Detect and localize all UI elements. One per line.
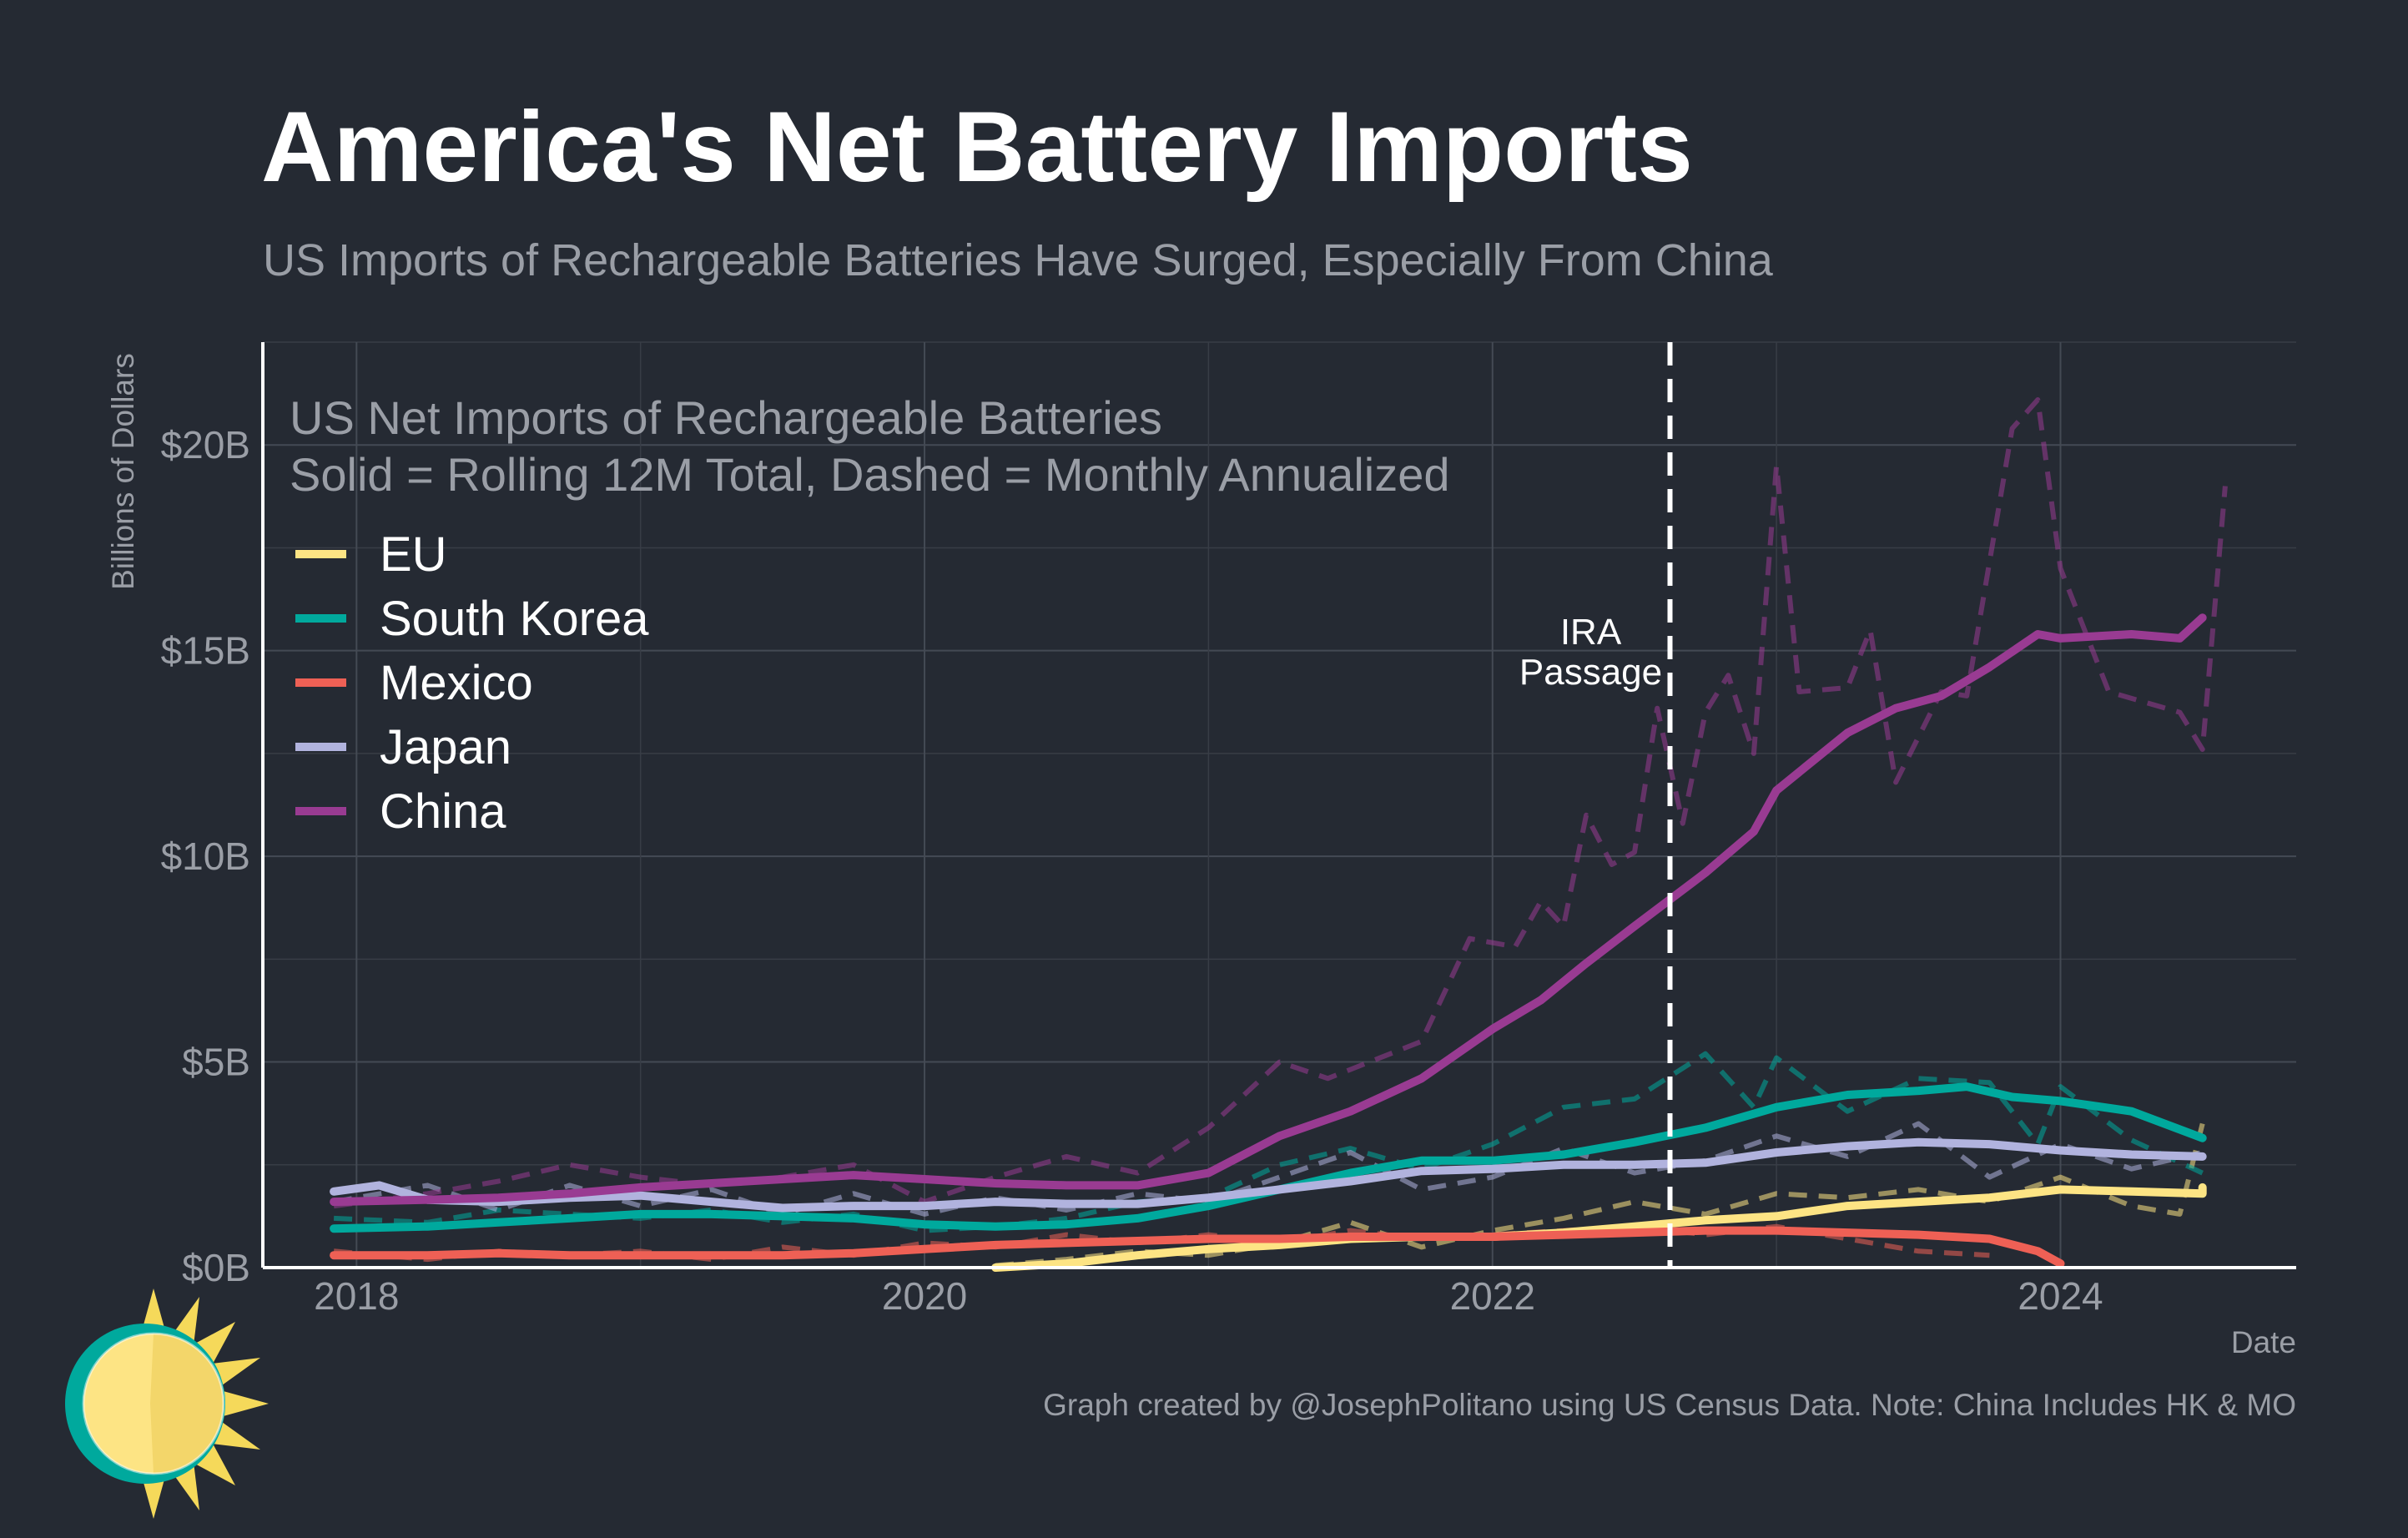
- x-tick-label: 2018: [314, 1274, 399, 1318]
- ira-label-line1: IRA: [1560, 612, 1622, 653]
- chart-subtitle: US Imports of Rechargeable Batteries Hav…: [263, 235, 1774, 285]
- inner-title-line2: Solid = Rolling 12M Total, Dashed = Mont…: [290, 448, 1449, 501]
- legend-label: EU: [380, 527, 447, 582]
- inner-title-line1: US Net Imports of Rechargeable Batteries: [290, 391, 1162, 444]
- series-dashed-china: [333, 397, 2228, 1209]
- sun-logo-icon: [65, 1288, 269, 1519]
- x-tick-label: 2024: [2018, 1274, 2103, 1318]
- legend-label: South Korea: [380, 592, 649, 646]
- legend-label: Mexico: [380, 656, 533, 710]
- y-tick-label: $20B: [161, 423, 250, 466]
- y-axis-label: Billions of Dollars: [106, 353, 140, 590]
- grid-layer: [263, 341, 2296, 1268]
- x-tick-label: 2020: [882, 1274, 967, 1318]
- ira-label-line2: Passage: [1519, 652, 1662, 693]
- legend-label: Japan: [380, 720, 511, 774]
- x-tick-label: 2022: [1450, 1274, 1535, 1318]
- legend: EU South Korea Mexico Japan China: [295, 527, 649, 839]
- legend-label: China: [380, 784, 506, 839]
- series-solid-south-korea: [330, 1082, 2207, 1233]
- axis-layer: $0B $5B $10B $15B $20B 2018 2020 2022 2024 Date Bi…: [106, 342, 2296, 1359]
- x-axis-label: Date: [2231, 1325, 2296, 1359]
- y-tick-label: $0B: [182, 1246, 250, 1289]
- series-solid-mexico: [330, 1226, 2065, 1268]
- y-tick-label: $5B: [182, 1041, 250, 1084]
- series-solid-japan: [330, 1137, 2207, 1213]
- chart-title: America's Net Battery Imports: [261, 91, 1693, 203]
- series-solid-china: [330, 613, 2207, 1207]
- chart-caption: Graph created by @JosephPolitano using U…: [1043, 1388, 2296, 1422]
- series-dashed-eu: [995, 1122, 2205, 1268]
- series-dashed-south-korea: [333, 1051, 2204, 1233]
- y-tick-label: $10B: [161, 835, 250, 878]
- series-layer: [330, 397, 2228, 1272]
- y-tick-label: $15B: [161, 629, 250, 673]
- series-solid-eu: [991, 1182, 2207, 1272]
